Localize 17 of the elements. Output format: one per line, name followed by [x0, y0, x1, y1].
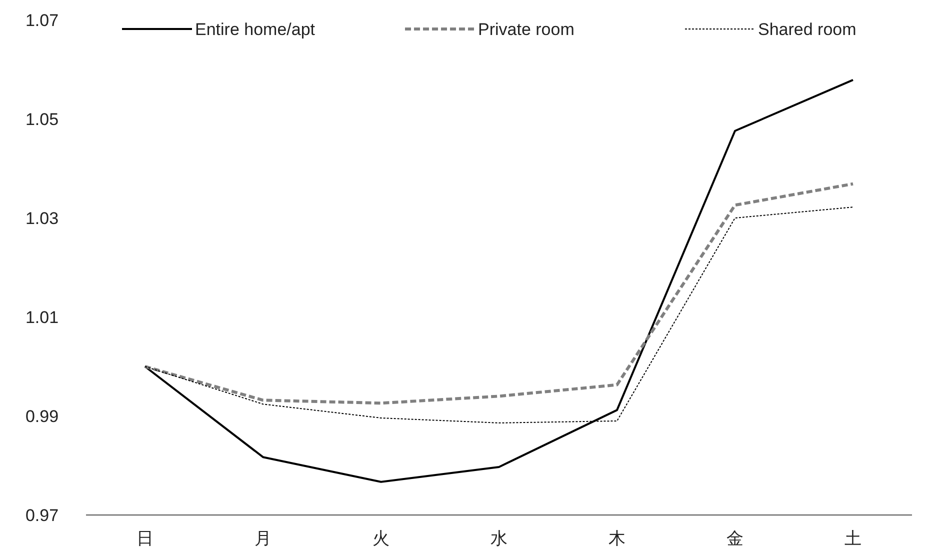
x-tick-label: 金 — [726, 529, 744, 548]
x-tick-label: 月 — [254, 529, 272, 548]
legend-label: Entire home/apt — [195, 20, 316, 39]
line-series — [144, 182, 854, 405]
y-tick-label: 1.07 — [25, 11, 59, 30]
y-tick-label: 0.99 — [25, 407, 59, 426]
x-tick-label: 火 — [372, 529, 390, 548]
x-tick-label: 水 — [490, 529, 508, 548]
y-tick-label: 1.01 — [25, 308, 59, 327]
y-tick-label: 0.97 — [25, 506, 59, 525]
x-tick-label: 土 — [844, 529, 862, 548]
y-tick-label: 1.05 — [25, 110, 59, 129]
x-tick-label: 木 — [608, 529, 626, 548]
y-tick-label: 1.03 — [25, 209, 59, 228]
legend-label: Shared room — [758, 20, 856, 39]
legend-label: Private room — [478, 20, 574, 39]
x-tick-label: 日 — [136, 529, 154, 548]
